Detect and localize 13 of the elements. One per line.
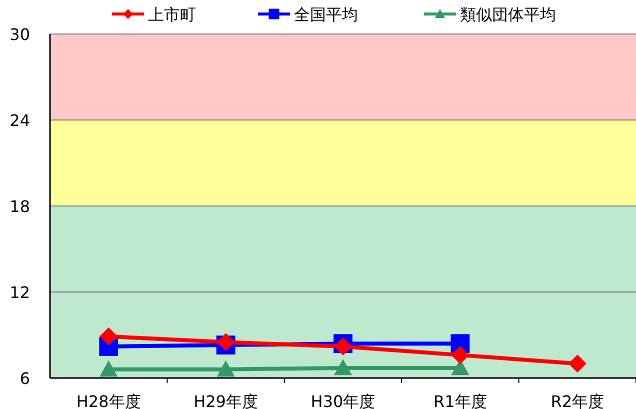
- legend-label: 上市町: [148, 5, 196, 24]
- y-tick-label: 18: [10, 197, 30, 216]
- x-tick-label: R1年度: [434, 392, 487, 409]
- x-tick-label: H28年度: [76, 392, 141, 409]
- x-tick-label: H29年度: [194, 392, 258, 409]
- x-tick-label: R2年度: [550, 392, 604, 409]
- y-tick-label: 30: [10, 25, 30, 44]
- x-tick-label: H30年度: [310, 392, 376, 409]
- y-tick-label: 6: [20, 369, 30, 388]
- legend-label: 全国平均: [294, 5, 358, 24]
- y-tick-label: 12: [10, 283, 30, 302]
- legend-label: 類似団体平均: [460, 5, 556, 24]
- y-tick-label: 24: [10, 111, 30, 130]
